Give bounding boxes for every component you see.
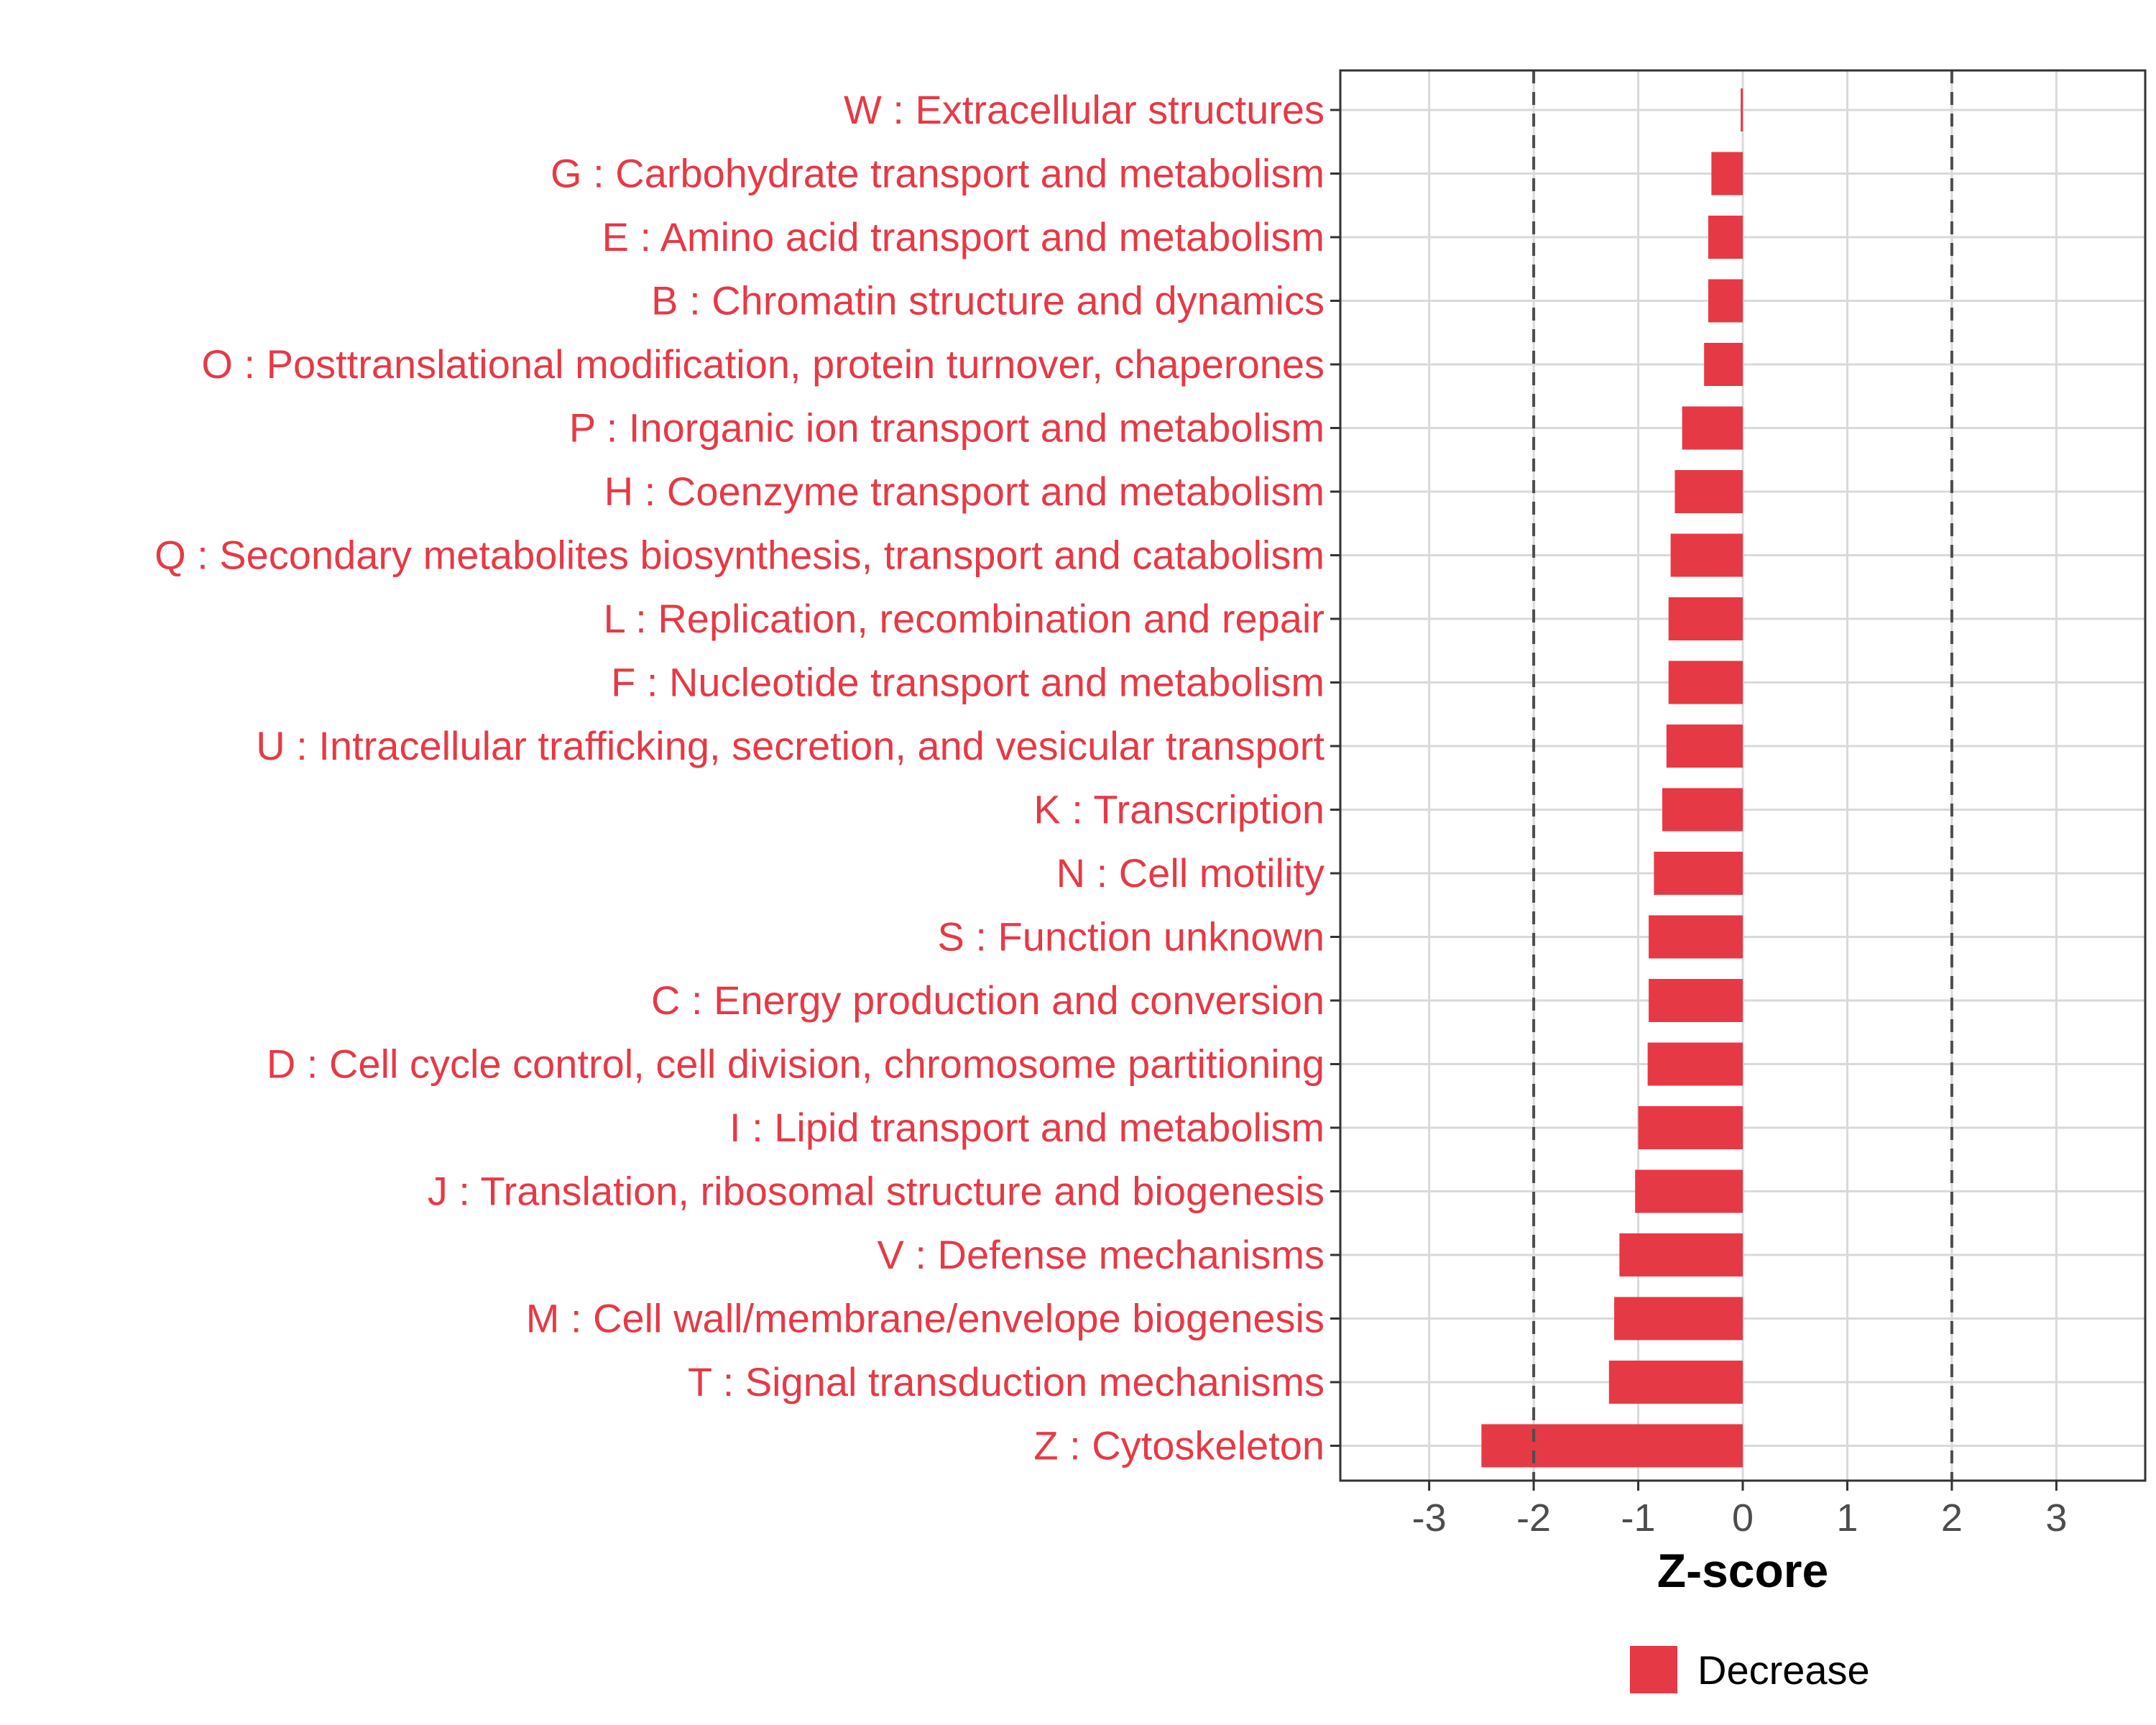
legend: Decrease: [1630, 1646, 1870, 1693]
y-tick-label: K : Transcription: [1033, 787, 1325, 832]
bar: [1635, 1169, 1743, 1213]
y-tick-label: N : Cell motility: [1056, 850, 1325, 896]
x-tick-label: -2: [1516, 1496, 1551, 1540]
bar: [1481, 1424, 1743, 1468]
y-tick-label: B : Chromatin structure and dynamics: [651, 278, 1325, 323]
y-tick-label: Z : Cytoskeleton: [1033, 1423, 1325, 1468]
x-tick-label: -1: [1621, 1496, 1656, 1540]
y-tick-label: P : Inorganic ion transport and metaboli…: [569, 405, 1325, 451]
bar: [1654, 852, 1743, 895]
y-tick-label: W : Extracellular structures: [844, 87, 1325, 132]
y-tick-label: T : Signal transduction mechanisms: [688, 1359, 1325, 1404]
y-tick-label: Q : Secondary metabolites biosynthesis, …: [155, 533, 1325, 578]
x-tick-label: 0: [1732, 1496, 1754, 1540]
bar: [1674, 470, 1743, 513]
y-tick-label: O : Posttranslational modification, prot…: [201, 341, 1325, 387]
y-tick-label: S : Function unknown: [937, 914, 1325, 960]
bar: [1708, 216, 1743, 259]
y-tick-label: M : Cell wall/membrane/envelope biogenes…: [526, 1296, 1325, 1341]
bar: [1668, 661, 1743, 704]
x-tick-label: 1: [1836, 1496, 1858, 1540]
threshold-lines: [1532, 70, 1953, 1481]
bar: [1649, 915, 1743, 959]
y-tick-label: J : Translation, ribosomal structure and…: [428, 1169, 1325, 1214]
legend-swatch-decrease: [1630, 1646, 1677, 1693]
x-tick-label: 3: [2045, 1496, 2067, 1540]
y-tick-label: U : Intracellular trafficking, secretion…: [256, 723, 1325, 768]
legend-label-decrease: Decrease: [1697, 1647, 1870, 1693]
bar: [1711, 152, 1743, 196]
bar: [1704, 343, 1743, 386]
y-tick-label: E : Amino acid transport and metabolism: [602, 214, 1325, 259]
y-tick-label: C : Energy production and conversion: [651, 978, 1325, 1023]
bar: [1662, 788, 1743, 832]
y-tick-label: G : Carbohydrate transport and metabolis…: [550, 151, 1325, 196]
y-tick-label: D : Cell cycle control, cell division, c…: [267, 1041, 1325, 1087]
bar: [1668, 597, 1743, 640]
x-axis-ticks: -3 -2 -1 0 1 2 3: [1412, 1481, 2067, 1540]
bar: [1670, 533, 1743, 577]
bar: [1666, 724, 1743, 768]
bar: [1708, 279, 1743, 323]
bars: [1481, 88, 1743, 1468]
x-tick-label: 2: [1941, 1496, 1963, 1540]
bar: [1619, 1233, 1743, 1276]
bar: [1638, 1106, 1743, 1149]
y-tick-label: L : Replication, recombination and repai…: [604, 596, 1325, 641]
bar: [1608, 1361, 1743, 1404]
bar: [1741, 88, 1743, 132]
y-axis-ticks: W : Extracellular structures G : Carbohyd…: [155, 87, 1340, 1468]
y-tick-label: H : Coenzyme transport and metabolism: [604, 469, 1325, 514]
x-axis-title: Z-score: [1657, 1544, 1828, 1597]
x-tick-label: -3: [1412, 1496, 1447, 1540]
y-tick-label: F : Nucleotide transport and metabolism: [611, 660, 1325, 705]
y-tick-label: V : Defense mechanisms: [877, 1232, 1325, 1277]
bar: [1649, 979, 1743, 1022]
bar: [1682, 406, 1743, 450]
bar: [1647, 1042, 1743, 1086]
bar: [1614, 1297, 1743, 1340]
y-tick-label: I : Lipid transport and metabolism: [729, 1105, 1325, 1150]
